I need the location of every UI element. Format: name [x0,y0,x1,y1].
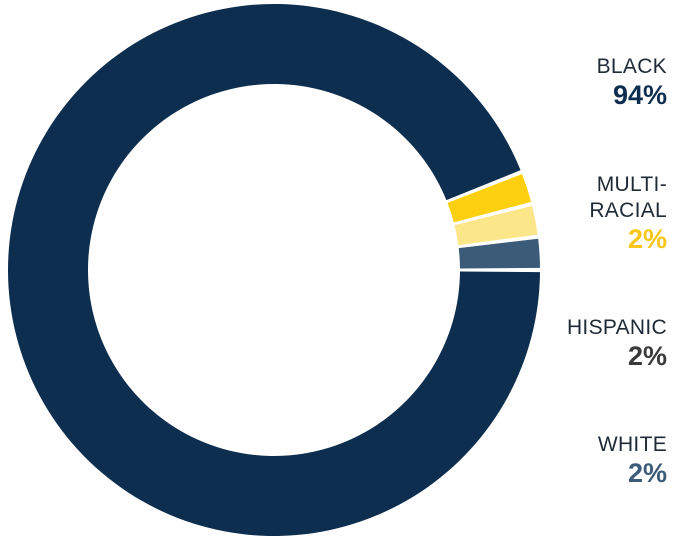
donut-segment-white [458,238,540,269]
donut-segment-black [8,4,540,537]
donut-chart [8,4,540,537]
donut-segment-hispanic [454,205,538,246]
legend-item-multiracial: MULTI- RACIAL 2% [589,172,667,254]
legend-label-white: WHITE [597,433,667,456]
legend-value-black: 94% [612,80,667,110]
legend-item-black: BLACK 94% [597,54,667,110]
legend-value-multiracial: 2% [627,224,667,254]
legend-label-multiracial-line2: RACIAL [589,199,667,222]
legend-item-white: WHITE 2% [598,432,667,488]
legend-item-hispanic: HISPANIC 2% [567,315,667,371]
legend-label-multiracial-line1: MULTI- [596,173,667,196]
legend-label-hispanic: HISPANIC [566,316,667,339]
legend-value-white: 2% [627,458,667,488]
legend-label-black: BLACK [596,55,667,78]
donut-segment-multiracial [447,174,532,223]
legend-value-hispanic: 2% [627,341,667,371]
